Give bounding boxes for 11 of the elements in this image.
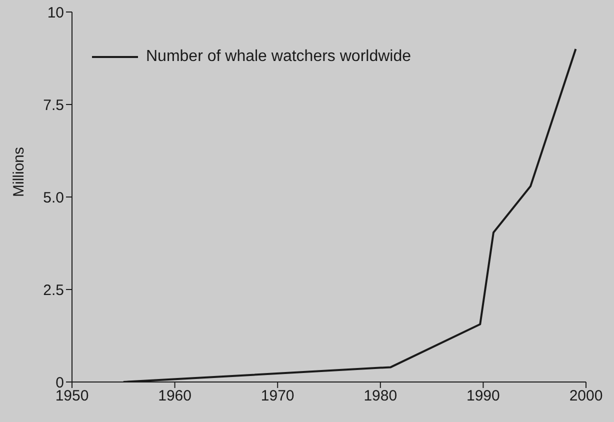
x-tick-label: 1970 xyxy=(260,388,294,405)
x-tick-label: 1990 xyxy=(466,388,500,405)
y-tick-label: 5.0 xyxy=(43,189,64,206)
y-axis-title: Millions xyxy=(10,146,28,197)
x-tick-label: 1960 xyxy=(158,388,192,405)
y-tick-label: 2.5 xyxy=(43,282,64,299)
x-tick-label: 1980 xyxy=(364,388,398,405)
x-tick-label: 2000 xyxy=(569,388,603,405)
legend-label: Number of whale watchers worldwide xyxy=(146,48,411,66)
y-tick-label: 10 xyxy=(47,4,64,22)
y-tick-label: 7.5 xyxy=(43,96,64,114)
